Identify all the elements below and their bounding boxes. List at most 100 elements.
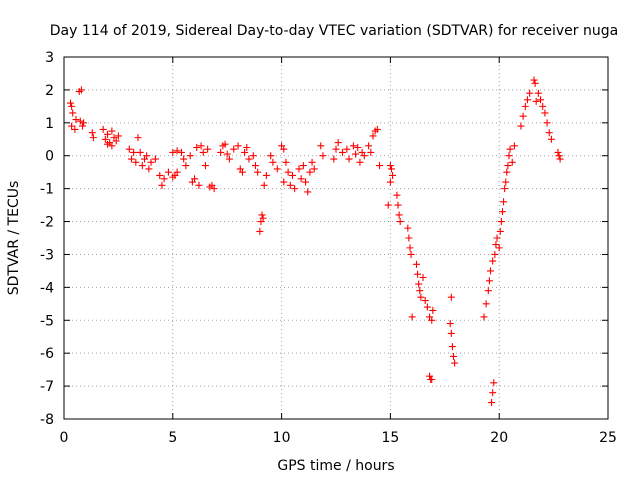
data-point xyxy=(396,218,404,226)
data-point xyxy=(416,287,424,295)
data-point xyxy=(393,191,401,199)
data-point xyxy=(217,148,225,156)
data-point xyxy=(503,168,511,176)
y-tick-label: -5 xyxy=(40,313,54,329)
data-point xyxy=(195,181,203,189)
y-tick-label: 3 xyxy=(45,50,54,66)
data-point xyxy=(67,99,75,107)
data-point xyxy=(295,165,303,173)
data-point xyxy=(204,145,212,153)
x-tick-label: 10 xyxy=(273,430,291,446)
data-point xyxy=(284,168,292,176)
data-point xyxy=(554,148,562,156)
data-point xyxy=(258,211,266,219)
data-point xyxy=(156,171,164,179)
data-point xyxy=(302,178,310,186)
data-point xyxy=(256,227,264,235)
data-point xyxy=(505,152,513,160)
y-tick-label: 1 xyxy=(45,116,54,132)
data-point xyxy=(555,152,563,160)
data-point xyxy=(423,303,431,311)
data-point xyxy=(517,122,525,130)
data-point xyxy=(356,158,364,166)
data-point xyxy=(343,145,351,153)
data-point xyxy=(269,158,277,166)
data-point xyxy=(191,175,199,183)
data-point xyxy=(173,147,181,155)
data-point xyxy=(249,152,257,160)
data-point xyxy=(234,142,242,150)
data-point xyxy=(245,155,253,163)
data-point xyxy=(495,244,503,252)
data-point xyxy=(496,227,504,235)
data-point xyxy=(448,343,456,351)
data-point xyxy=(288,171,296,179)
data-point xyxy=(280,145,288,153)
data-point xyxy=(414,270,422,278)
data-point xyxy=(76,117,84,125)
data-point xyxy=(251,162,259,170)
data-point xyxy=(223,150,231,158)
data-point xyxy=(262,171,270,179)
data-point xyxy=(89,134,97,142)
data-point xyxy=(484,287,492,295)
data-point xyxy=(259,214,267,222)
data-point xyxy=(447,293,455,301)
data-point xyxy=(158,181,166,189)
data-point xyxy=(539,102,547,110)
data-point xyxy=(330,155,338,163)
data-point xyxy=(138,162,146,170)
y-tick-label: -4 xyxy=(40,280,54,296)
data-point xyxy=(417,293,425,301)
data-point xyxy=(193,144,201,151)
data-point xyxy=(186,152,194,160)
data-point xyxy=(556,155,564,163)
data-point xyxy=(306,168,314,176)
data-point xyxy=(486,267,494,275)
data-point xyxy=(491,250,499,258)
data-point xyxy=(145,165,153,173)
data-point xyxy=(501,185,509,193)
plot-frame xyxy=(63,56,609,420)
data-point xyxy=(485,277,493,285)
data-point xyxy=(77,86,85,94)
data-point xyxy=(360,152,368,160)
x-tick-label: 0 xyxy=(60,430,69,446)
data-point xyxy=(72,116,80,124)
data-point xyxy=(367,148,375,156)
data-point xyxy=(404,224,412,232)
data-point xyxy=(489,257,497,265)
data-point xyxy=(173,168,181,176)
data-point xyxy=(386,178,394,186)
axis-ticks: 0 5 10 15 20 25 -8 -7 -6 -5 -4 -3 -2 -1 0 1 2 3 xyxy=(40,50,617,446)
data-point xyxy=(502,178,510,186)
x-tick-label: 15 xyxy=(381,430,399,446)
data-point xyxy=(349,142,357,150)
y-tick-label: -2 xyxy=(40,215,54,231)
data-point xyxy=(446,320,454,328)
data-point xyxy=(451,359,459,367)
y-tick-label: 0 xyxy=(45,149,54,165)
data-point xyxy=(180,155,188,163)
data-point xyxy=(334,139,342,147)
y-tick-label: -1 xyxy=(40,182,54,198)
data-point xyxy=(143,152,151,160)
data-point xyxy=(365,142,373,150)
data-point xyxy=(373,125,381,133)
data-point xyxy=(510,142,518,150)
data-point xyxy=(480,313,488,321)
data-point xyxy=(415,280,423,288)
data-point xyxy=(238,168,246,176)
data-point xyxy=(68,102,76,110)
data-point xyxy=(114,132,122,140)
data-point xyxy=(282,158,290,166)
data-point xyxy=(317,142,325,150)
data-point xyxy=(304,188,312,196)
data-point xyxy=(182,162,190,170)
data-point xyxy=(164,168,172,176)
y-tick-label: -3 xyxy=(40,247,54,263)
data-point xyxy=(147,158,155,166)
data-point xyxy=(498,208,506,216)
data-point xyxy=(408,313,416,321)
data-point xyxy=(407,250,415,258)
